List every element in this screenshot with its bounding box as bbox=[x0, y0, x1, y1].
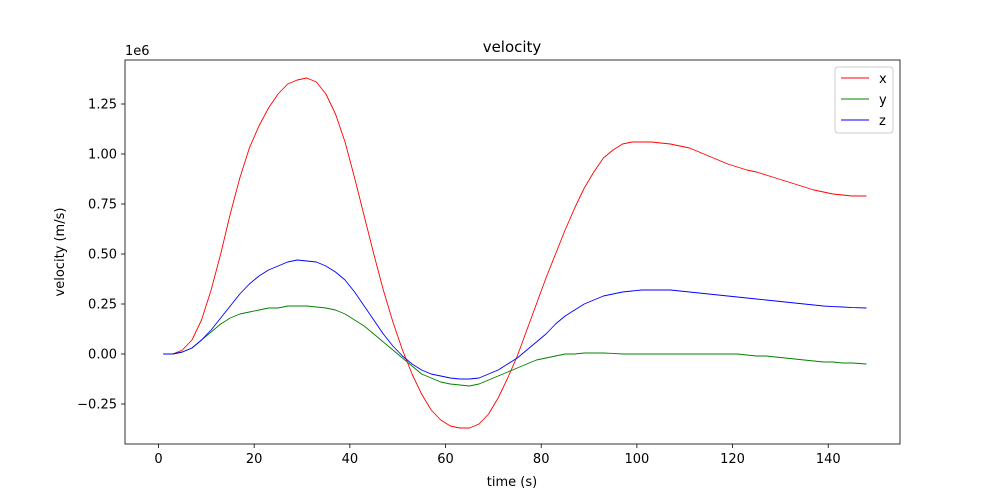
y-tick-label: 0.25 bbox=[88, 298, 117, 313]
series-line-z bbox=[163, 259, 867, 380]
legend-frame bbox=[834, 66, 894, 134]
plot-frame bbox=[124, 59, 901, 445]
legend: xyz bbox=[834, 66, 894, 134]
legend-label-z: z bbox=[879, 114, 886, 129]
y-offset-label: 1e6 bbox=[125, 44, 150, 59]
x-tick-label: 20 bbox=[246, 452, 263, 467]
plot-area bbox=[124, 59, 901, 445]
x-tick-label: 100 bbox=[624, 452, 649, 467]
x-tick-label: 60 bbox=[437, 452, 454, 467]
x-axis-label: time (s) bbox=[487, 475, 537, 490]
series-line-x bbox=[163, 77, 867, 429]
series-line-y bbox=[163, 305, 867, 387]
y-tick-label: 0.00 bbox=[88, 348, 117, 363]
y-tick-label: 0.50 bbox=[88, 248, 117, 263]
legend-label-x: x bbox=[879, 72, 887, 87]
x-tick-label: 80 bbox=[533, 452, 550, 467]
y-tick-label: 0.75 bbox=[88, 198, 117, 213]
x-axis: 0 20 40 60 80 100 120 140 bbox=[154, 444, 841, 467]
y-tick-label: −0.25 bbox=[77, 398, 117, 413]
x-tick-label: 0 bbox=[154, 452, 162, 467]
legend-label-y: y bbox=[879, 93, 887, 108]
x-tick-label: 40 bbox=[342, 452, 359, 467]
y-axis: −0.25 0.00 0.25 0.50 0.75 1.00 1.25 bbox=[77, 98, 125, 413]
y-tick-label: 1.25 bbox=[88, 98, 117, 113]
chart-title: velocity bbox=[483, 38, 542, 56]
x-tick-label: 140 bbox=[816, 452, 841, 467]
x-tick-label: 120 bbox=[720, 452, 745, 467]
y-axis-label: velocity (m/s) bbox=[53, 208, 68, 297]
y-tick-label: 1.00 bbox=[88, 148, 117, 163]
